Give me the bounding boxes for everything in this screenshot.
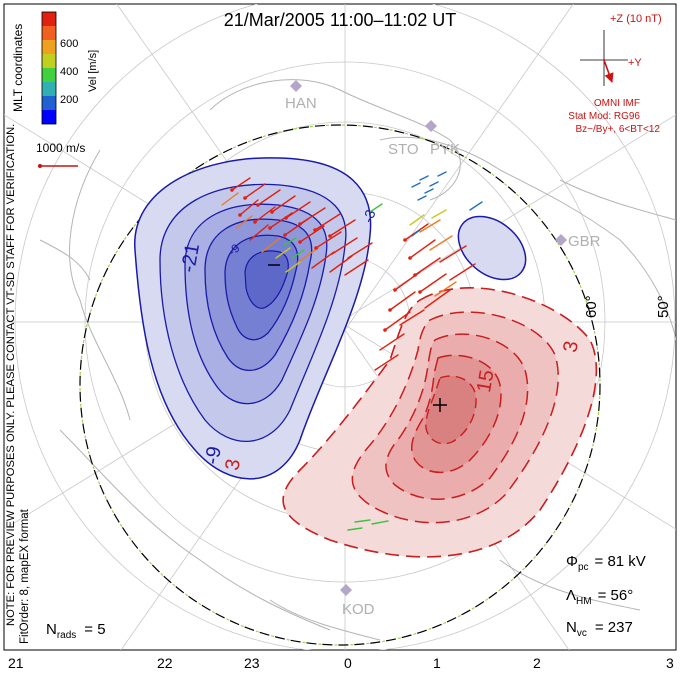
contour-label-3-left: 3 — [221, 457, 245, 472]
mlt-tick: 21 — [8, 655, 24, 671]
cross-polar-potential: Φpc = 81 kV — [566, 553, 646, 573]
vector-scale-label: 1000 m/s — [36, 141, 85, 155]
station-label-sto: STO — [388, 141, 419, 158]
station-label-pyk: PYK — [430, 141, 460, 158]
imf-source: OMNI IMF — [594, 98, 640, 109]
contour-label-minus9-lower: -9 — [201, 445, 226, 466]
station-icons — [290, 80, 567, 596]
negative-potential-cell — [134, 157, 372, 480]
vector-scale-origin — [38, 164, 42, 168]
velocity-vectors — [221, 171, 483, 531]
positive-potential-cell — [282, 287, 598, 558]
stat-model-name: Stat Mod: RG96 — [568, 111, 640, 122]
mlt-tick: 0 — [344, 655, 352, 671]
heppner-maynard-boundary — [79, 124, 601, 646]
mlt-tick: 23 — [244, 655, 260, 671]
station-label-han: HAN — [285, 95, 317, 112]
contour-label-minus3: -3 — [359, 207, 378, 224]
coordinate-system-label: MLT coordinates — [11, 24, 25, 112]
radar-count: Nrads = 5 — [46, 621, 106, 641]
velocity-colorbar — [41, 11, 57, 125]
latitude-label-50: 50° — [655, 295, 672, 318]
preview-note: NOTE: FOR PREVIEW PURPOSES ONLY. PLEASE … — [5, 124, 17, 626]
colorbar-tick-600: 600 — [60, 38, 78, 50]
hm-boundary-latitude: ΛHM = 56° — [566, 587, 633, 607]
latitude-label-60: 60° — [583, 295, 600, 318]
mlt-tick: 2 — [533, 655, 541, 671]
contour-label-minus21: -21 — [177, 242, 204, 274]
imf-z-label: +Z (10 nT) — [610, 13, 662, 25]
fit-order-note: FitOrder: 8, mapEX format — [19, 508, 31, 644]
vector-count: Nvc = 237 — [566, 619, 633, 639]
imf-y-label: +Y — [628, 57, 642, 69]
stat-model-params: Bz−/By+, 6<BT<12 — [576, 124, 661, 135]
mlt-tick: 22 — [157, 655, 173, 671]
mlt-axis: 21 22 23 0 1 2 3 — [8, 655, 674, 671]
contour-label-3-right: 3 — [559, 339, 583, 354]
colorbar-tick-200: 200 — [60, 94, 78, 106]
station-label-gbr: GBR — [568, 233, 601, 250]
colorbar-tick-400: 400 — [60, 66, 78, 78]
mlt-tick: 3 — [666, 655, 674, 671]
mlt-tick: 1 — [433, 655, 441, 671]
station-label-kod: KOD — [342, 601, 375, 618]
colorbar-label: Vel [m/s] — [87, 50, 99, 92]
map-title: 21/Mar/2005 11:00–11:02 UT — [224, 10, 457, 30]
imf-clock-dial — [580, 30, 628, 86]
coastlines — [39, 79, 676, 641]
contour-label-15: 15 — [473, 368, 499, 394]
